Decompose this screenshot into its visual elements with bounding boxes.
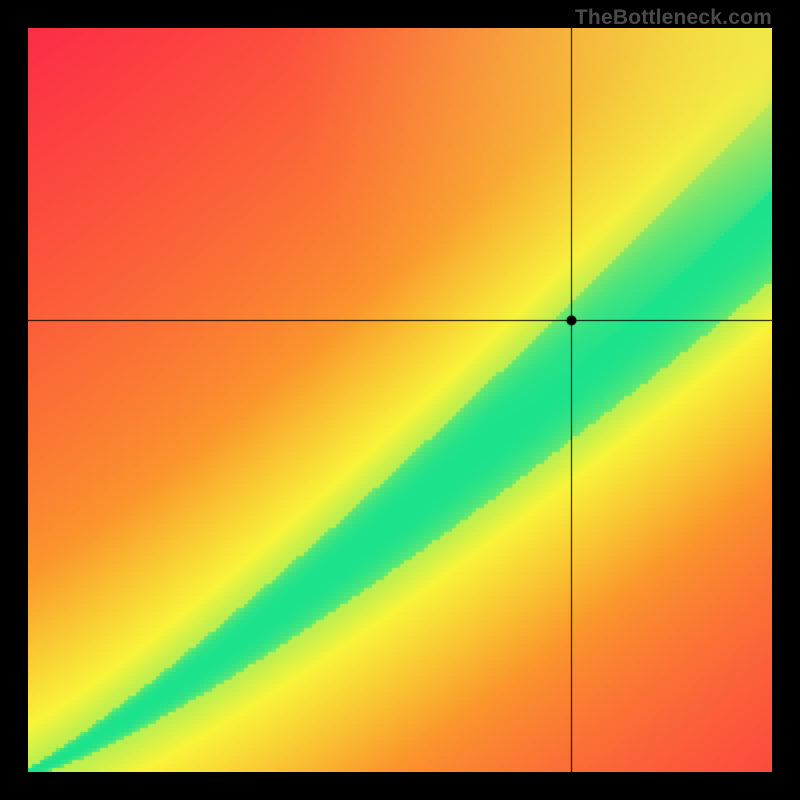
heatmap-plot — [28, 28, 772, 772]
heatmap-canvas — [28, 28, 772, 772]
chart-container: TheBottleneck.com — [0, 0, 800, 800]
watermark-text: TheBottleneck.com — [575, 6, 772, 30]
